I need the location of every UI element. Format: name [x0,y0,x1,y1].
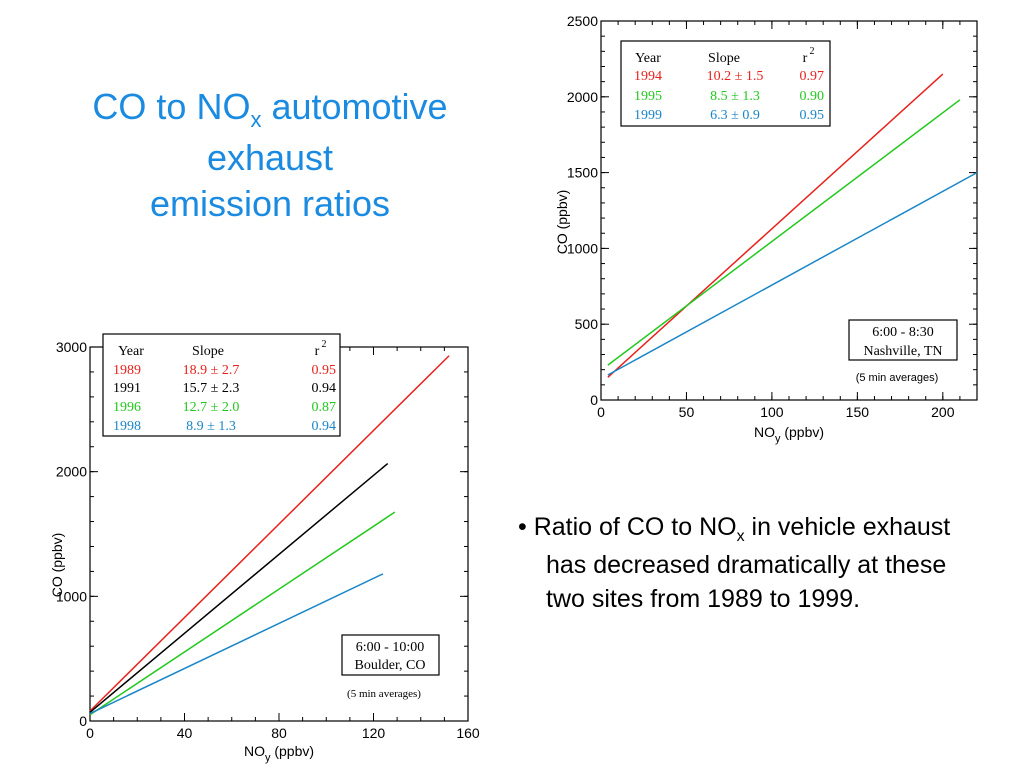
bullet-line2: has decreased dramatically at these [546,551,947,579]
series-line-1995 [607,99,961,366]
annotation-box [341,634,440,676]
x-axis-label-main: NO [754,424,775,440]
title-line1-sub: x [250,107,262,132]
legend-r2-1995: 0.90 [800,89,825,104]
legend-year-1991: 1991 [113,381,141,396]
annotation-note: (5 min averages) [347,688,421,700]
legend-r2-1999: 0.95 [800,108,825,123]
x-axis-label-sub: y [775,433,781,445]
y-axis-label: CO (ppbv) [49,533,65,598]
slide-title: CO to NOx automotive exhaust emission ra… [40,84,500,227]
x-tick-label: 50 [679,404,695,420]
series-line-1991 [89,462,389,713]
annotation-site: Boulder, CO [355,658,426,673]
legend-year-1994: 1994 [634,69,662,84]
x-tick-label: 100 [760,404,784,420]
y-tick-label: 3000 [56,339,87,355]
bullet-line1-pre: Ratio of CO to NO [533,513,737,541]
annotation-site: Nashville, TN [863,344,942,359]
x-axis-label-unit: (ppbv) [270,743,314,759]
series-line-1996 [89,511,396,716]
bullet-line1-sub: x [736,528,745,545]
chart-boulder: 0 40 80 120 160 0 1000 2000 3000 CO (ppbv) NOy (pp… [49,333,480,764]
y-tick-label: 1500 [567,165,598,181]
x-tick-label: 150 [846,404,870,420]
legend-slope-1991: 15.7 ± 2.3 [183,381,240,396]
x-tick-label: 160 [456,725,480,741]
series-line-1998 [89,573,384,715]
x-tick-label: 120 [362,725,386,741]
x-axis-label-unit: (ppbv) [780,424,824,440]
legend-r2-1991: 0.94 [312,381,337,396]
legend-table: Year Slope r 2 1989 18.9 ± 2.7 0.95 1991 15.7 ± … [102,333,341,437]
legend-header-slope: Slope [192,344,224,359]
legend-box [102,333,341,437]
x-tick-label: 200 [931,404,955,420]
legend-slope-1996: 12.7 ± 2.0 [183,400,240,415]
x-tick-label: 0 [86,725,94,741]
title-line1-pre: CO to NO [92,86,251,127]
y-tick-label: 500 [575,316,599,332]
y-tick-label: 2000 [56,464,87,480]
x-axis-label-sub: y [265,752,271,764]
legend-r2-1994: 0.97 [800,69,825,84]
y-tick-label: 1000 [56,588,87,604]
annotation-box [848,319,958,361]
y-tick-label: 1000 [567,240,598,256]
legend-box [620,40,831,127]
legend-slope-1994: 10.2 ± 1.5 [707,69,764,84]
legend-year-1989: 1989 [113,363,141,378]
bullet-marker: • [518,513,527,541]
bullet-text: • Ratio of CO to NOx in vehicle exhaust … [518,510,1024,616]
x-tick-label: 80 [271,725,287,741]
legend-header-r2-sup: 2 [322,339,327,350]
legend-slope-1999: 6.3 ± 0.9 [710,108,760,123]
legend-table: Year Slope r 2 1994 10.2 ± 1.5 0.97 1995 8.5 ± 1… [620,40,831,127]
x-tick-label: 40 [177,725,193,741]
legend-r2-1996: 0.87 [312,400,337,415]
title-line1-post: automotive [261,86,448,127]
legend-year-1999: 1999 [634,108,662,123]
legend-slope-1998: 8.9 ± 1.3 [186,419,236,434]
title-line2: exhaust [206,137,334,178]
x-axis-label: NOy (ppbv) [244,743,314,764]
legend-slope-1989: 18.9 ± 2.7 [183,363,240,378]
legend-r2-1998: 0.94 [312,419,337,434]
legend-header-r2-sup: 2 [810,46,815,57]
y-tick-label: 0 [590,392,598,408]
y-tick-label: 2000 [567,89,598,105]
series-line-1994 [607,73,944,378]
y-axis-label: CO (ppbv) [554,190,570,255]
x-axis-label: NOy (ppbv) [754,424,824,445]
annotation-time: 6:00 - 10:00 [356,640,424,655]
title-line3: emission ratios [149,183,391,224]
legend-year-1998: 1998 [113,419,141,434]
bullet-line3: two sites from 1989 to 1999. [546,585,861,613]
x-axis-label-main: NO [244,743,265,759]
bullet-line1-post: in vehicle exhaust [744,513,951,541]
y-tick-label: 0 [79,713,87,729]
annotation-time: 6:00 - 8:30 [872,325,933,340]
legend-header-r2: r [803,51,808,66]
x-tick-label: 0 [597,404,605,420]
y-tick-label: 2500 [567,13,598,29]
series-line-1999 [607,171,978,376]
legend-header-year: Year [635,51,661,66]
series-line-1989 [89,355,450,712]
legend-header-year: Year [118,344,144,359]
annotation-note: (5 min averages) [856,372,939,384]
legend-year-1996: 1996 [113,400,141,415]
legend-slope-1995: 8.5 ± 1.3 [710,89,760,104]
legend-r2-1989: 0.95 [312,363,337,378]
legend-header-slope: Slope [708,51,740,66]
legend-year-1995: 1995 [634,89,662,104]
legend-header-r2: r [315,344,320,359]
